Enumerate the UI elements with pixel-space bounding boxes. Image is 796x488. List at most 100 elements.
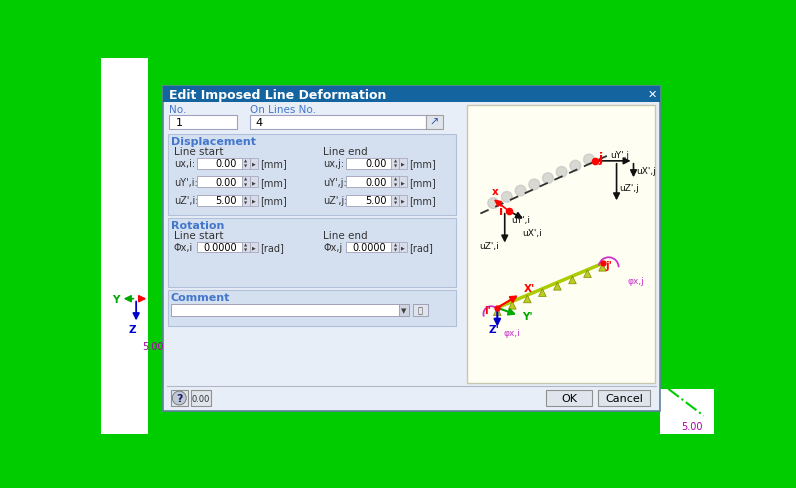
- FancyBboxPatch shape: [399, 305, 409, 317]
- Text: Line start: Line start: [174, 146, 224, 157]
- Text: 5.00: 5.00: [365, 196, 386, 206]
- Circle shape: [515, 186, 526, 197]
- Text: OK: OK: [561, 393, 577, 403]
- FancyBboxPatch shape: [346, 159, 391, 169]
- Text: No.: No.: [170, 105, 186, 115]
- FancyBboxPatch shape: [171, 390, 188, 406]
- Text: 0.00: 0.00: [216, 159, 237, 169]
- Circle shape: [543, 173, 553, 184]
- Text: [mm]: [mm]: [409, 159, 436, 169]
- Text: 5.00: 5.00: [216, 196, 237, 206]
- Text: X': X': [524, 283, 535, 293]
- Text: Line start: Line start: [174, 230, 224, 240]
- Text: ▲: ▲: [244, 178, 248, 182]
- Text: ▲: ▲: [244, 159, 248, 163]
- FancyBboxPatch shape: [242, 177, 250, 188]
- Text: ✕: ✕: [647, 90, 657, 100]
- Text: Cancel: Cancel: [606, 393, 643, 403]
- Text: ▼: ▼: [394, 164, 397, 168]
- Text: x: x: [492, 186, 498, 196]
- Text: Rotation: Rotation: [171, 220, 224, 230]
- Text: 0.00: 0.00: [365, 177, 386, 187]
- Circle shape: [488, 198, 498, 209]
- Polygon shape: [599, 264, 607, 271]
- Polygon shape: [553, 283, 561, 290]
- FancyBboxPatch shape: [467, 106, 655, 383]
- Text: uY',j:: uY',j:: [323, 177, 347, 187]
- FancyBboxPatch shape: [163, 87, 660, 411]
- Text: uY',j: uY',j: [611, 151, 630, 160]
- Polygon shape: [583, 270, 591, 278]
- FancyBboxPatch shape: [242, 159, 250, 169]
- FancyBboxPatch shape: [170, 116, 237, 129]
- Text: ?: ?: [176, 393, 182, 403]
- Text: ▼: ▼: [244, 202, 248, 205]
- FancyBboxPatch shape: [168, 135, 456, 215]
- Text: ▼: ▼: [401, 307, 407, 314]
- Text: Y': Y': [522, 311, 533, 321]
- Text: [mm]: [mm]: [260, 177, 287, 187]
- Text: uZ',j:: uZ',j:: [323, 196, 348, 206]
- Text: Z': Z': [488, 325, 499, 335]
- Text: [mm]: [mm]: [260, 196, 287, 206]
- FancyBboxPatch shape: [242, 195, 250, 206]
- Text: i': i': [484, 305, 490, 315]
- FancyBboxPatch shape: [598, 390, 650, 406]
- Polygon shape: [539, 289, 546, 297]
- FancyBboxPatch shape: [426, 116, 443, 129]
- Text: φx,j: φx,j: [627, 276, 644, 285]
- FancyBboxPatch shape: [400, 195, 408, 206]
- Text: [rad]: [rad]: [260, 243, 284, 253]
- Text: ▶: ▶: [401, 162, 405, 166]
- FancyBboxPatch shape: [168, 291, 456, 326]
- Text: ▶: ▶: [401, 180, 405, 185]
- FancyBboxPatch shape: [391, 242, 400, 253]
- Text: ▲: ▲: [394, 196, 397, 200]
- Text: 0.00: 0.00: [365, 159, 386, 169]
- FancyBboxPatch shape: [102, 59, 148, 434]
- FancyBboxPatch shape: [250, 116, 426, 129]
- Text: ▼: ▼: [394, 202, 397, 205]
- FancyBboxPatch shape: [197, 242, 242, 253]
- Text: ux,i:: ux,i:: [174, 159, 195, 169]
- Text: 4: 4: [256, 117, 263, 127]
- Text: ⧉: ⧉: [418, 306, 423, 315]
- Text: [rad]: [rad]: [409, 243, 433, 253]
- Polygon shape: [494, 308, 501, 316]
- Text: ▼: ▼: [244, 164, 248, 168]
- FancyBboxPatch shape: [391, 159, 400, 169]
- Polygon shape: [568, 277, 576, 284]
- Text: [mm]: [mm]: [260, 159, 287, 169]
- Text: ▼: ▼: [394, 248, 397, 252]
- Text: Φx,j: Φx,j: [323, 243, 342, 253]
- FancyBboxPatch shape: [400, 242, 408, 253]
- Text: ▲: ▲: [244, 243, 248, 247]
- Text: j': j': [605, 261, 612, 270]
- FancyBboxPatch shape: [412, 305, 428, 317]
- FancyBboxPatch shape: [346, 242, 391, 253]
- FancyBboxPatch shape: [660, 389, 715, 434]
- Text: ▼: ▼: [244, 183, 248, 187]
- Text: ▲: ▲: [394, 243, 397, 247]
- FancyBboxPatch shape: [163, 87, 660, 103]
- Text: Displacement: Displacement: [171, 137, 256, 146]
- FancyBboxPatch shape: [250, 177, 258, 188]
- Polygon shape: [524, 296, 531, 303]
- Circle shape: [570, 161, 581, 172]
- FancyBboxPatch shape: [250, 195, 258, 206]
- Text: ▲: ▲: [244, 196, 248, 200]
- FancyBboxPatch shape: [197, 177, 242, 188]
- Text: Comment: Comment: [171, 292, 230, 303]
- Circle shape: [529, 180, 540, 190]
- Text: ↗: ↗: [430, 117, 439, 127]
- Text: j: j: [598, 151, 603, 164]
- FancyBboxPatch shape: [191, 390, 211, 406]
- Text: Edit Imposed Line Deformation: Edit Imposed Line Deformation: [170, 89, 387, 102]
- Circle shape: [583, 155, 595, 165]
- Text: On Lines No.: On Lines No.: [250, 105, 316, 115]
- Text: 0.0000: 0.0000: [353, 243, 386, 253]
- Text: ▶: ▶: [401, 198, 405, 203]
- FancyBboxPatch shape: [346, 177, 391, 188]
- Circle shape: [172, 391, 186, 405]
- Text: uX',j: uX',j: [637, 166, 657, 175]
